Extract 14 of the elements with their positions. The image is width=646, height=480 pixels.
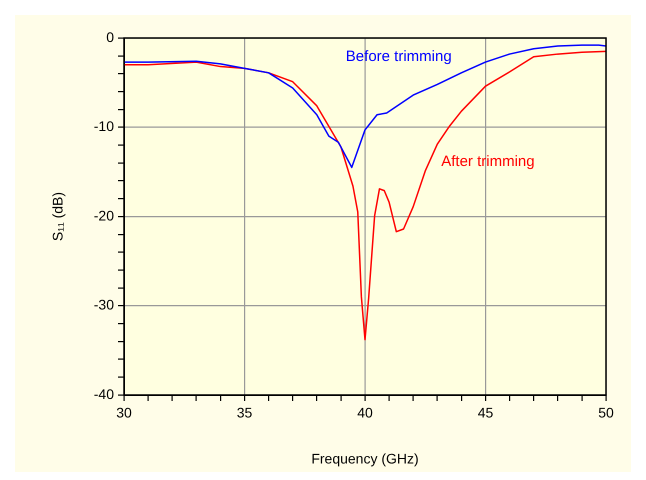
y-tick-label: -10 bbox=[94, 118, 114, 134]
x-tick-label: 30 bbox=[116, 404, 132, 420]
x-tick-label: 50 bbox=[598, 404, 614, 420]
y-tick-label: 0 bbox=[106, 28, 114, 45]
y-tick-label: -30 bbox=[94, 296, 114, 313]
x-axis-title: Frequency (GHz) bbox=[311, 450, 419, 466]
y-axis-title: S₁₁ (dB) bbox=[49, 192, 66, 242]
series-label: After trimming bbox=[441, 153, 535, 170]
x-tick-label: 40 bbox=[357, 404, 373, 420]
x-tick-label: 35 bbox=[236, 404, 252, 420]
x-tick-label: 45 bbox=[478, 404, 494, 420]
y-tick-label: -40 bbox=[94, 386, 114, 402]
series-label: Before trimming bbox=[346, 48, 452, 65]
y-tick-label: -20 bbox=[94, 207, 114, 224]
